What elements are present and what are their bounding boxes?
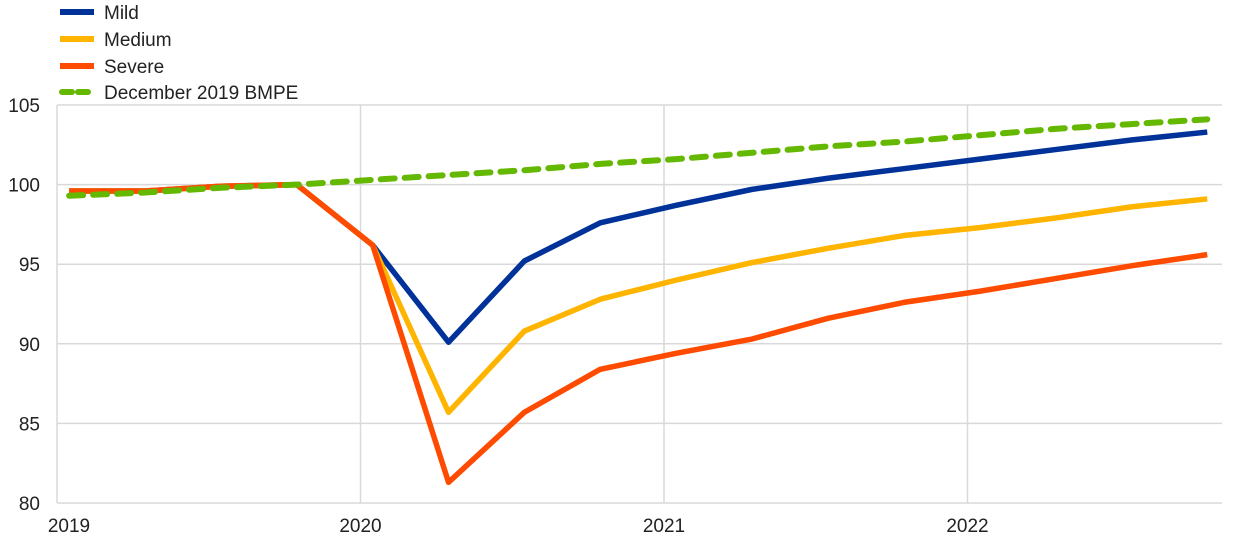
series-line-december-2019-bmpe	[66, 116, 1211, 199]
y-tick-label: 90	[19, 335, 40, 356]
gridlines	[56, 104, 1222, 504]
y-tick-label: 80	[19, 494, 40, 515]
x-tick-label: 2022	[946, 516, 988, 537]
y-tick-label: 105	[8, 96, 40, 117]
legend: Mild Medium Severe December 2019 BMPE	[59, 3, 298, 104]
x-tick-label: 2020	[339, 516, 381, 537]
y-tick-label: 100	[8, 176, 40, 197]
legend-label: Severe	[104, 57, 164, 78]
y-axis-ticks: 80 85 90 95 100 105	[8, 96, 40, 515]
series-line-medium	[69, 181, 1208, 416]
series-line-severe	[69, 181, 1208, 486]
legend-label: December 2019 BMPE	[104, 83, 298, 104]
y-tick-label: 85	[19, 414, 40, 435]
series-lines	[66, 116, 1211, 486]
y-tick-label: 95	[19, 255, 40, 276]
x-tick-label: 2021	[643, 516, 685, 537]
legend-label: Mild	[104, 3, 139, 24]
series-line-mild	[69, 129, 1208, 345]
x-tick-label: 2019	[48, 516, 90, 537]
legend-label: Medium	[104, 30, 172, 51]
x-axis-ticks: 2019 2020 2021 2022	[48, 516, 989, 537]
